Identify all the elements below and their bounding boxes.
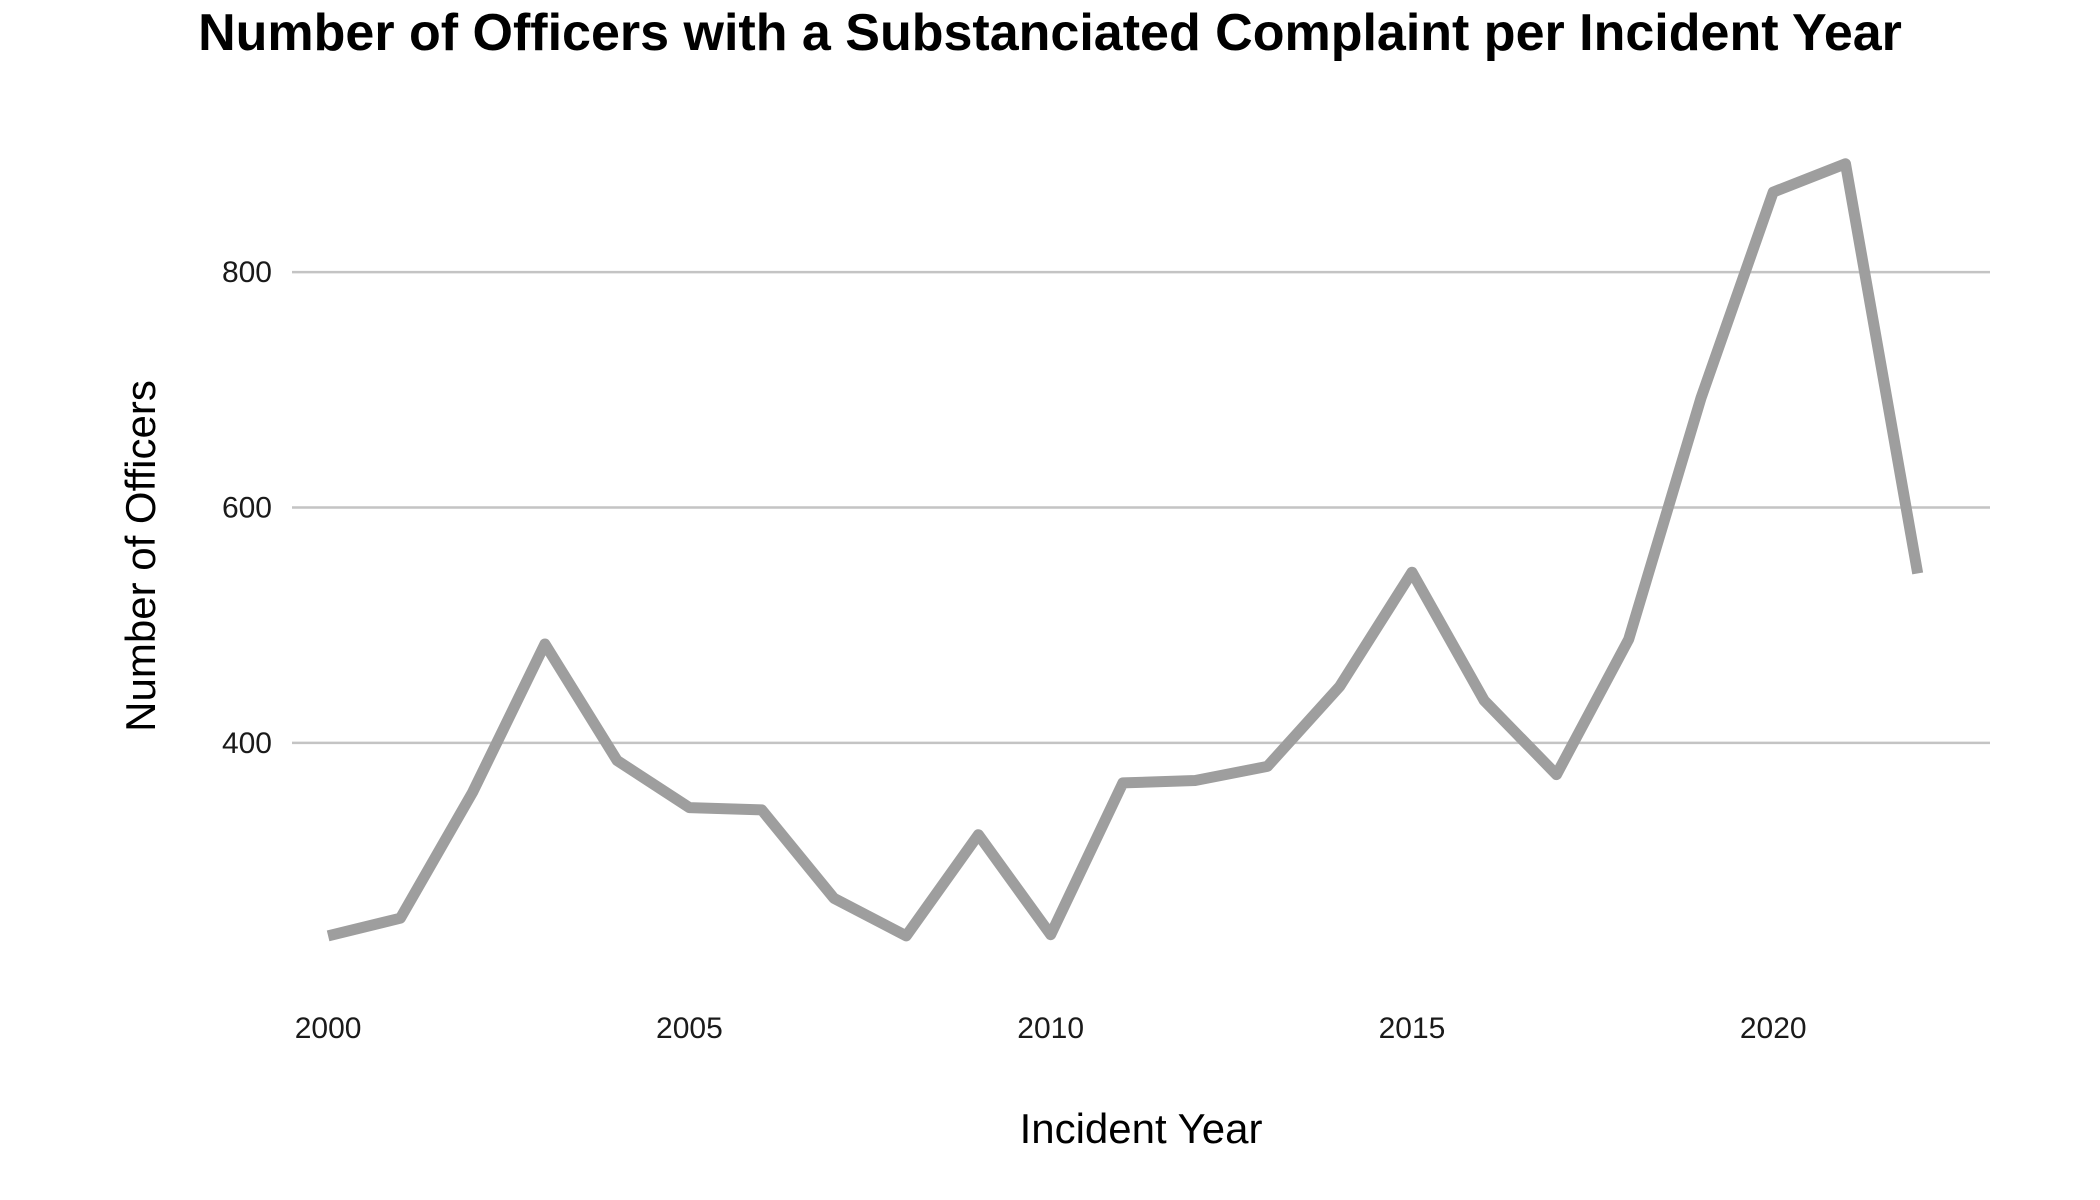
series-layer [326, 158, 1924, 942]
y-tick-label: 400 [222, 727, 272, 760]
x-axis-title: Incident Year [1020, 1105, 1263, 1152]
y-tick-label: 600 [222, 491, 272, 524]
y-axis-ticks: 400 600 800 [222, 256, 272, 760]
x-tick-label: 2015 [1379, 1012, 1446, 1045]
chart-title: Number of Officers with a Substanciated … [198, 4, 1902, 62]
gridlines [292, 270, 1990, 745]
y-tick-label: 800 [222, 256, 272, 289]
x-tick-label: 2010 [1017, 1012, 1084, 1045]
series-line [326, 158, 1924, 942]
y-axis-title: Number of Officers [117, 380, 164, 732]
x-tick-label: 2000 [295, 1012, 362, 1045]
x-tick-label: 2005 [656, 1012, 723, 1045]
x-tick-label: 2020 [1740, 1012, 1807, 1045]
x-axis-ticks: 2000 2005 2010 2015 2020 [295, 1012, 1807, 1045]
